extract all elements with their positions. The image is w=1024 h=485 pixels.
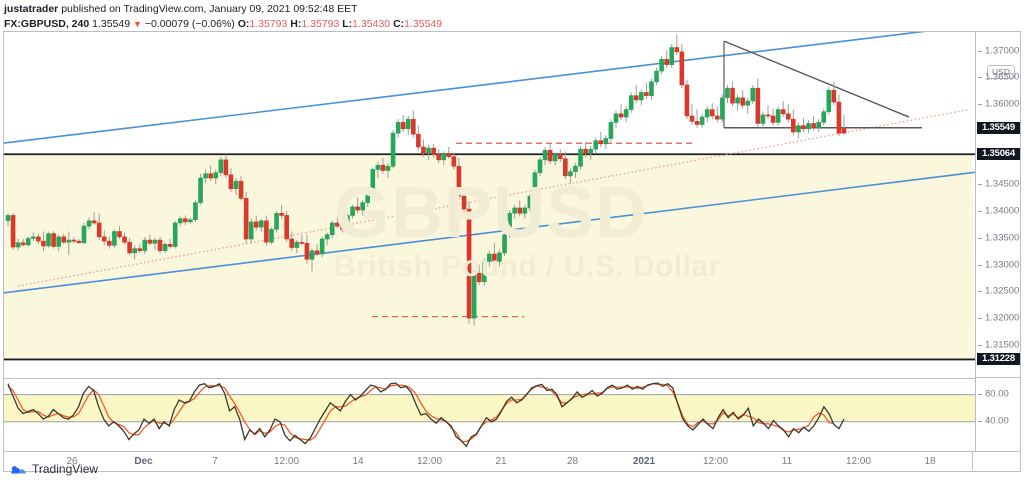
osc-tick-label: 80.00 — [985, 388, 1009, 400]
chart-header: justatrader published on TradingView.com… — [4, 2, 1020, 30]
publish-info: published on TradingView.com, January 09… — [61, 3, 358, 15]
price-tick-mark — [978, 50, 982, 52]
ohlc-close-value: 1.35549 — [404, 18, 443, 30]
tradingview-logo[interactable]: TradingView — [10, 460, 98, 478]
header-publish-line: justatrader published on TradingView.com… — [4, 2, 1020, 16]
price-tick-label: 1.34000 — [985, 205, 1020, 217]
header-quote-line: FX:GBPUSD, 240 1.35549 ▼ −0.00079 (−0.06… — [4, 16, 1020, 31]
price-tick-mark — [978, 344, 982, 346]
time-axis-label: 28 — [566, 456, 579, 467]
price-chart-svg — [4, 32, 975, 361]
time-axis-label: 12:00 — [273, 456, 300, 467]
price-tick-label: 1.36500 — [985, 71, 1020, 83]
time-axis-divider — [972, 452, 973, 470]
ohlc-open-value: 1.35793 — [249, 18, 288, 30]
time-axis-label: Dec — [134, 456, 153, 467]
price-tick-label: 1.33000 — [985, 259, 1020, 271]
price-tick-mark — [978, 184, 982, 186]
axis-pane-divider — [976, 377, 1021, 378]
price-tick-label: 1.36000 — [985, 98, 1020, 110]
price-badge: 1.35549 — [977, 122, 1020, 135]
osc-tick-mark — [978, 420, 982, 422]
price-tick-label: 1.33500 — [985, 232, 1020, 244]
change-percent: (−0.06%) — [191, 18, 235, 30]
ohlc-low-value: 1.35430 — [352, 18, 391, 30]
time-axis-label: 7 — [212, 456, 218, 467]
time-axis-label: 12:00 — [416, 456, 443, 467]
price-tick-label: 1.37000 — [985, 45, 1020, 57]
price-badge: 1.35064 — [977, 148, 1020, 161]
price-tick-label: 1.34500 — [985, 178, 1020, 190]
time-axis-label: 2021 — [632, 456, 656, 467]
time-axis-label: 11 — [781, 456, 793, 467]
price-tick-label: 1.32500 — [985, 285, 1020, 297]
osc-tick-label: 40.00 — [985, 415, 1009, 427]
triangle-down-icon: ▼ — [133, 19, 142, 29]
time-axis[interactable]: 26 Dec 7 12:00 14 12:00 21 28 2021 12:00 11 12:00 18 — [3, 452, 1021, 472]
last-price: 1.35549 — [92, 18, 131, 30]
price-tick-label: 1.31500 — [985, 339, 1020, 351]
ohlc-low-key: L: — [342, 18, 353, 30]
price-tick-mark — [978, 77, 982, 79]
price-tick-mark — [978, 318, 982, 320]
oscillator-svg — [4, 382, 975, 448]
time-axis-label: 26 — [66, 456, 78, 467]
price-tick-mark — [978, 264, 982, 266]
price-tick-mark — [978, 237, 982, 239]
price-tick-mark — [978, 104, 982, 106]
price-tick-mark — [978, 291, 982, 293]
oscillator-pane[interactable] — [4, 378, 975, 451]
author-name: justatrader — [4, 3, 59, 15]
price-axis[interactable]: USD 1.37000 1.36500 1.36000 1.34500 1.34000 1… — [975, 32, 1021, 451]
change-absolute: −0.00079 — [144, 18, 189, 30]
osc-tick-mark — [978, 393, 982, 395]
price-tick-mark — [978, 211, 982, 213]
ohlc-close-key: C: — [393, 18, 405, 30]
currency-badge: USD — [987, 65, 1015, 79]
price-badge: 1.31228 — [977, 353, 1020, 366]
price-tick-label: 1.32000 — [985, 312, 1020, 324]
tradingview-logo-icon — [11, 465, 27, 473]
tradingview-logo-text: TradingView — [32, 462, 99, 476]
ohlc-open-key: O: — [237, 18, 250, 30]
ohlc-high-value: 1.35793 — [301, 18, 340, 30]
time-axis-label: 21 — [495, 456, 507, 467]
price-pane[interactable]: GBPUSD British Pound / U.S. Dollar — [4, 32, 975, 377]
ohlc-high-key: H: — [290, 18, 302, 30]
time-axis-label: 18 — [924, 456, 936, 467]
symbol-label[interactable]: FX:GBPUSD, 240 — [4, 18, 90, 30]
time-axis-label: 12:00 — [702, 456, 729, 467]
chart-frame: GBPUSD British Pound / U.S. Dollar USD 1… — [3, 31, 1021, 452]
time-axis-label: 12:00 — [845, 456, 872, 467]
time-axis-label: 14 — [352, 456, 364, 467]
